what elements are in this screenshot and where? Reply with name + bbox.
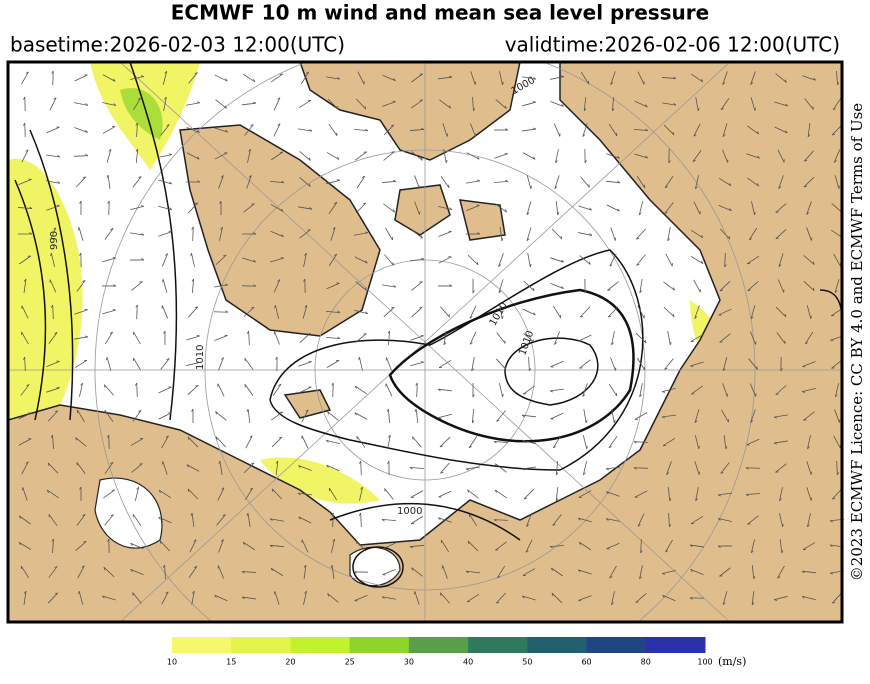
wind-arrow bbox=[57, 205, 60, 206]
wind-arrow bbox=[25, 123, 26, 137]
wind-arrow bbox=[720, 342, 723, 343]
wind-arrow bbox=[193, 227, 194, 241]
colorbar-tick-label: 10 bbox=[167, 658, 177, 667]
wind-arrow bbox=[811, 498, 812, 501]
colorbar-tick-label: 30 bbox=[404, 658, 414, 667]
colorbar-tick-label: 15 bbox=[226, 658, 236, 667]
colorbar-tick-label: 80 bbox=[641, 658, 651, 667]
wind-arrow bbox=[85, 309, 88, 310]
wind-arrow bbox=[333, 383, 334, 397]
colorbar-tick-label: 40 bbox=[463, 658, 473, 667]
credit: ©2023 ECMWF Licence: CC BY 4.0 and ECMWF… bbox=[848, 103, 866, 582]
colorbar-segment bbox=[409, 637, 469, 653]
wind-arrow bbox=[421, 335, 424, 336]
colorbar-segment bbox=[172, 637, 232, 653]
colorbar-segment bbox=[290, 637, 350, 653]
isobar-label: 1000 bbox=[397, 506, 422, 517]
colorbar-tick-label: 20 bbox=[285, 658, 295, 667]
wind-arrow bbox=[363, 334, 366, 335]
colorbar-segment bbox=[587, 637, 647, 653]
map: 1000 1010 1010 1010 990 1000 bbox=[8, 40, 844, 680]
wind-arrow bbox=[419, 282, 422, 283]
wind-arrow bbox=[505, 153, 508, 154]
isobar-label: 990 bbox=[49, 231, 60, 250]
wind-arrow bbox=[757, 366, 758, 369]
wind-arrow bbox=[830, 340, 833, 341]
wind-arrow bbox=[391, 152, 394, 153]
title: ECMWF 10 m wind and mean sea level press… bbox=[171, 1, 709, 25]
colorbar-tick-label: 100 bbox=[697, 658, 712, 667]
colorbar-tick-label: 25 bbox=[345, 658, 355, 667]
wind-arrow bbox=[746, 468, 760, 469]
isobar-label: 1010 bbox=[195, 345, 206, 370]
colorbar-tick-label: 60 bbox=[581, 658, 591, 667]
wind-arrow bbox=[589, 184, 590, 187]
colorbar: 10 15 20 25 30 40 50 60 80 100 (m/s) bbox=[167, 637, 746, 668]
wind-arrow bbox=[308, 230, 311, 231]
wind-arrow bbox=[385, 489, 386, 492]
colorbar-unit: (m/s) bbox=[718, 655, 746, 668]
wind-arrow bbox=[447, 134, 448, 137]
wind-arrow bbox=[414, 591, 415, 594]
colorbar-segment bbox=[527, 637, 587, 653]
wind-arrow bbox=[813, 107, 814, 110]
colorbar-segment bbox=[350, 637, 410, 653]
wind-arrow bbox=[57, 387, 60, 388]
wind-arrow bbox=[615, 238, 616, 241]
wind-arrow bbox=[309, 361, 312, 362]
wind-arrow bbox=[139, 464, 142, 465]
wind-arrow bbox=[361, 461, 362, 475]
basetime: basetime:2026-02-03 12:00(UTC) bbox=[10, 33, 345, 57]
colorbar-tick-label: 50 bbox=[522, 658, 532, 667]
validtime: validtime:2026-02-06 12:00(UTC) bbox=[505, 33, 840, 57]
wind-arrow bbox=[22, 487, 23, 490]
wind-arrow bbox=[475, 82, 476, 85]
wind-arrow bbox=[699, 472, 700, 475]
colorbar-segment bbox=[231, 637, 291, 653]
wind-arrow bbox=[139, 282, 142, 283]
wind-arrow bbox=[162, 461, 163, 464]
colorbar-segment bbox=[468, 637, 528, 653]
wind-arrow bbox=[133, 593, 134, 596]
colorbar-segment bbox=[646, 637, 706, 653]
